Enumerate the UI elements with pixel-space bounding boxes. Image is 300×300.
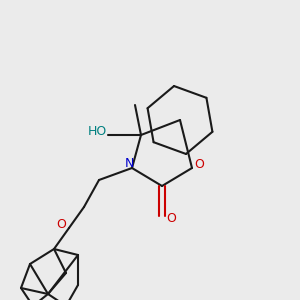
- Text: HO: HO: [88, 125, 107, 139]
- Text: O: O: [57, 218, 66, 232]
- Text: O: O: [195, 158, 204, 172]
- Text: N: N: [124, 157, 134, 170]
- Text: O: O: [166, 212, 176, 226]
